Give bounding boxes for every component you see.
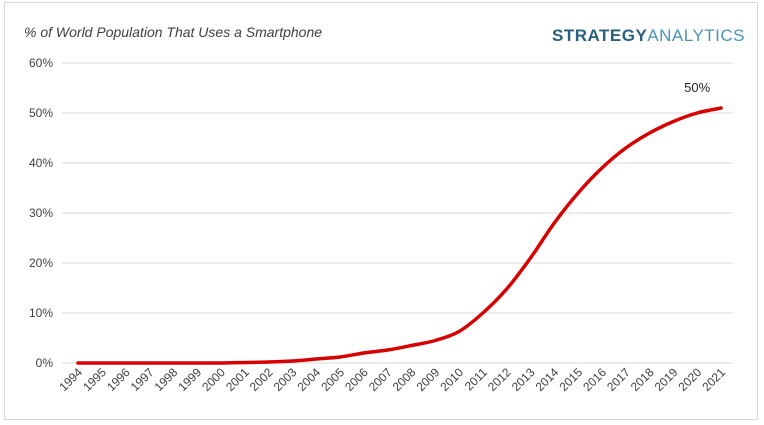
x-tick-label: 2019: [652, 365, 681, 394]
x-tick-label: 2009: [414, 365, 443, 394]
x-tick-label: 2015: [556, 365, 585, 394]
x-tick-label: 2017: [604, 365, 633, 394]
x-tick-label: 2010: [437, 365, 466, 394]
x-tick-label: 2014: [533, 365, 562, 394]
x-tick-label: 2021: [699, 365, 728, 394]
x-tick-label: 2011: [462, 365, 490, 393]
x-tick-label: 1998: [152, 365, 181, 394]
x-tick-label: 2001: [223, 365, 252, 394]
x-tick-label: 1999: [175, 365, 204, 394]
brand-logo-part1: STRATEGY: [552, 26, 647, 45]
series-group: [76, 106, 723, 365]
x-tick-label: 2018: [628, 365, 657, 394]
x-tick-label: 2006: [342, 365, 371, 394]
x-tick-label: 2005: [318, 365, 347, 394]
y-tick-label: 40%: [29, 156, 53, 170]
x-tick-label: 2000: [199, 365, 228, 394]
x-tick-label: 1996: [104, 365, 133, 394]
annotations: 50%: [684, 80, 710, 95]
x-tick-label: 2016: [580, 365, 609, 394]
y-tick-label: 20%: [29, 256, 53, 270]
y-axis: 0% 10% 20% 30% 40% 50% 60%: [29, 56, 53, 370]
x-tick-label: 1994: [56, 365, 85, 394]
y-tick-label: 0%: [36, 356, 54, 370]
chart-title: % of World Population That Uses a Smartp…: [24, 24, 322, 40]
x-tick-label: 2002: [247, 365, 276, 394]
gridlines: [62, 62, 733, 364]
x-axis: 1994199519961997199819992000200120022003…: [56, 365, 728, 394]
y-tick-label: 50%: [29, 106, 53, 120]
y-tick-label: 10%: [29, 306, 53, 320]
x-tick-label: 2008: [390, 365, 419, 394]
series-line: [76, 106, 723, 365]
x-tick-label: 1995: [80, 365, 109, 394]
x-tick-label: 2013: [509, 365, 538, 394]
y-tick-label: 30%: [29, 206, 53, 220]
x-tick-label: 2007: [366, 365, 395, 394]
y-tick-label: 60%: [29, 56, 53, 70]
x-tick-label: 2012: [485, 365, 514, 394]
x-tick-label: 2004: [294, 365, 323, 394]
x-tick-label: 2003: [271, 365, 300, 394]
data-label: 50%: [684, 80, 710, 95]
x-tick-label: 1997: [128, 365, 157, 394]
x-tick-label: 2020: [676, 365, 705, 394]
brand-logo-part2: ANALYTICS: [647, 26, 745, 45]
brand-logo: STRATEGYANALYTICS: [552, 26, 745, 45]
